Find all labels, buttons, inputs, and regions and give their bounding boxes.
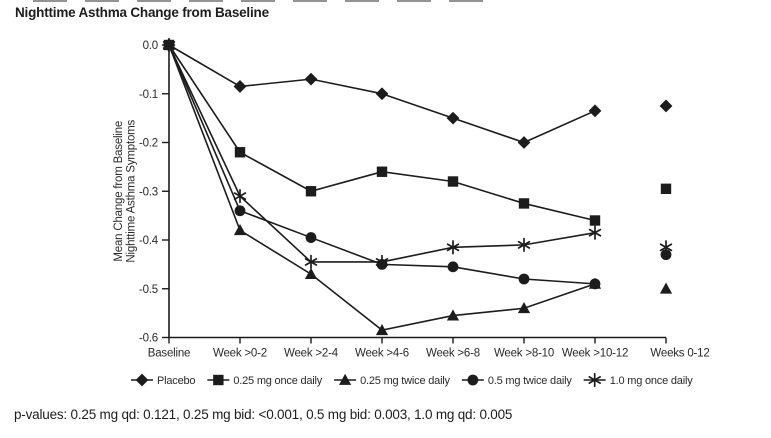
y-axis-title-line: Nighttime Asthma Symptoms <box>126 119 138 262</box>
circle-marker-icon <box>234 205 246 217</box>
star-marker-icon <box>375 254 389 270</box>
square-marker-icon <box>376 166 388 177</box>
diamond-marker-icon <box>517 136 531 149</box>
circle-marker-icon <box>467 374 479 386</box>
y-axis-title-line: Mean Change from Baseline <box>113 121 125 262</box>
star-marker-icon <box>304 254 318 270</box>
x-tick-label: Week >4-6 <box>355 348 409 360</box>
triangle-marker-icon <box>659 282 673 294</box>
circle-marker-icon <box>305 232 317 243</box>
diamond-marker-icon <box>233 80 247 93</box>
triangle-marker-icon <box>339 373 352 385</box>
square-marker-icon <box>447 176 459 187</box>
series-line <box>168 44 596 285</box>
diamond-marker-icon <box>446 111 460 125</box>
x-tick-label: Week >2-4 <box>284 348 339 360</box>
triangle-marker-icon <box>446 309 460 321</box>
x-tick-label: Weeks 0-12 <box>650 348 709 360</box>
cropped-text-artifact <box>33 0 485 2</box>
square-marker-icon <box>234 147 246 158</box>
star-marker-icon <box>162 37 176 53</box>
legend-label: 0.25 mg twice daily <box>360 375 450 387</box>
legend-item-0-25-mg-once-daily: 0.25 mg once daily <box>207 374 323 387</box>
legend-label: 0.5 mg twice daily <box>488 375 573 387</box>
diamond-marker-icon <box>659 99 673 113</box>
y-tick-label: -0.4 <box>139 235 159 247</box>
diamond-marker-icon <box>135 373 149 387</box>
series-line <box>168 44 596 263</box>
legend-label: 1.0 mg once daily <box>610 375 694 387</box>
chart-title: Nighttime Asthma Change from Baseline <box>15 5 269 20</box>
legend-label: Placebo <box>157 375 195 387</box>
legend-item-0-25-mg-twice-daily: 0.25 mg twice daily <box>334 373 451 387</box>
diamond-marker-icon <box>588 104 602 118</box>
triangle-marker-icon <box>233 224 247 236</box>
y-tick-label: -0.1 <box>139 89 158 101</box>
legend-item-0-5-mg-twice-daily: 0.5 mg twice daily <box>461 374 573 387</box>
legend-label: 0.25 mg once daily <box>233 375 322 387</box>
x-tick-label: Baseline <box>148 348 191 360</box>
y-axis-title: Mean Change from Baseline Nighttime Asthm… <box>113 119 138 262</box>
x-tick-label: Week >0-2 <box>213 348 267 360</box>
x-tick-label: Week >6-8 <box>426 348 480 360</box>
square-marker-icon <box>213 374 224 386</box>
circle-marker-icon <box>660 249 672 261</box>
triangle-marker-icon <box>517 302 531 314</box>
triangle-marker-icon <box>304 267 318 280</box>
triangle-marker-icon <box>375 323 389 336</box>
x-tick-label: Week >10-12 <box>562 348 628 360</box>
legend: Placebo 0.25 mg once daily 0.25 mg twice d… <box>131 372 694 388</box>
star-marker-icon <box>588 225 602 240</box>
star-marker-icon <box>446 240 460 255</box>
series-0-5-mg-twice-daily <box>163 39 672 290</box>
star-marker-icon <box>517 237 531 253</box>
series-placebo <box>162 38 673 149</box>
y-tick-label: -0.3 <box>139 186 158 198</box>
y-tick-label: 0.0 <box>143 40 158 52</box>
legend-item-1-0-mg-once-daily: 1.0 mg once daily <box>583 372 694 388</box>
legend-item-placebo: Placebo <box>131 373 196 387</box>
y-tick-label: -0.6 <box>139 333 158 345</box>
star-marker-icon <box>659 240 673 255</box>
square-marker-icon <box>660 183 672 195</box>
circle-marker-icon <box>447 261 459 273</box>
y-tick-label: -0.2 <box>139 138 158 150</box>
circle-marker-icon <box>589 278 601 290</box>
y-tick-label: -0.5 <box>139 284 158 296</box>
star-marker-icon <box>233 188 247 204</box>
p-values-text: p-values: 0.25 mg qd: 0.121, 0.25 mg bid… <box>14 407 513 422</box>
star-marker-icon <box>588 372 601 388</box>
square-marker-icon <box>305 186 317 197</box>
series-1-0-mg-once-daily <box>162 37 673 270</box>
x-tick-label: Week >8-10 <box>494 348 554 360</box>
square-marker-icon <box>589 215 601 226</box>
diamond-marker-icon <box>375 87 389 101</box>
circle-marker-icon <box>518 273 530 285</box>
diamond-marker-icon <box>304 72 318 86</box>
square-marker-icon <box>518 198 530 209</box>
